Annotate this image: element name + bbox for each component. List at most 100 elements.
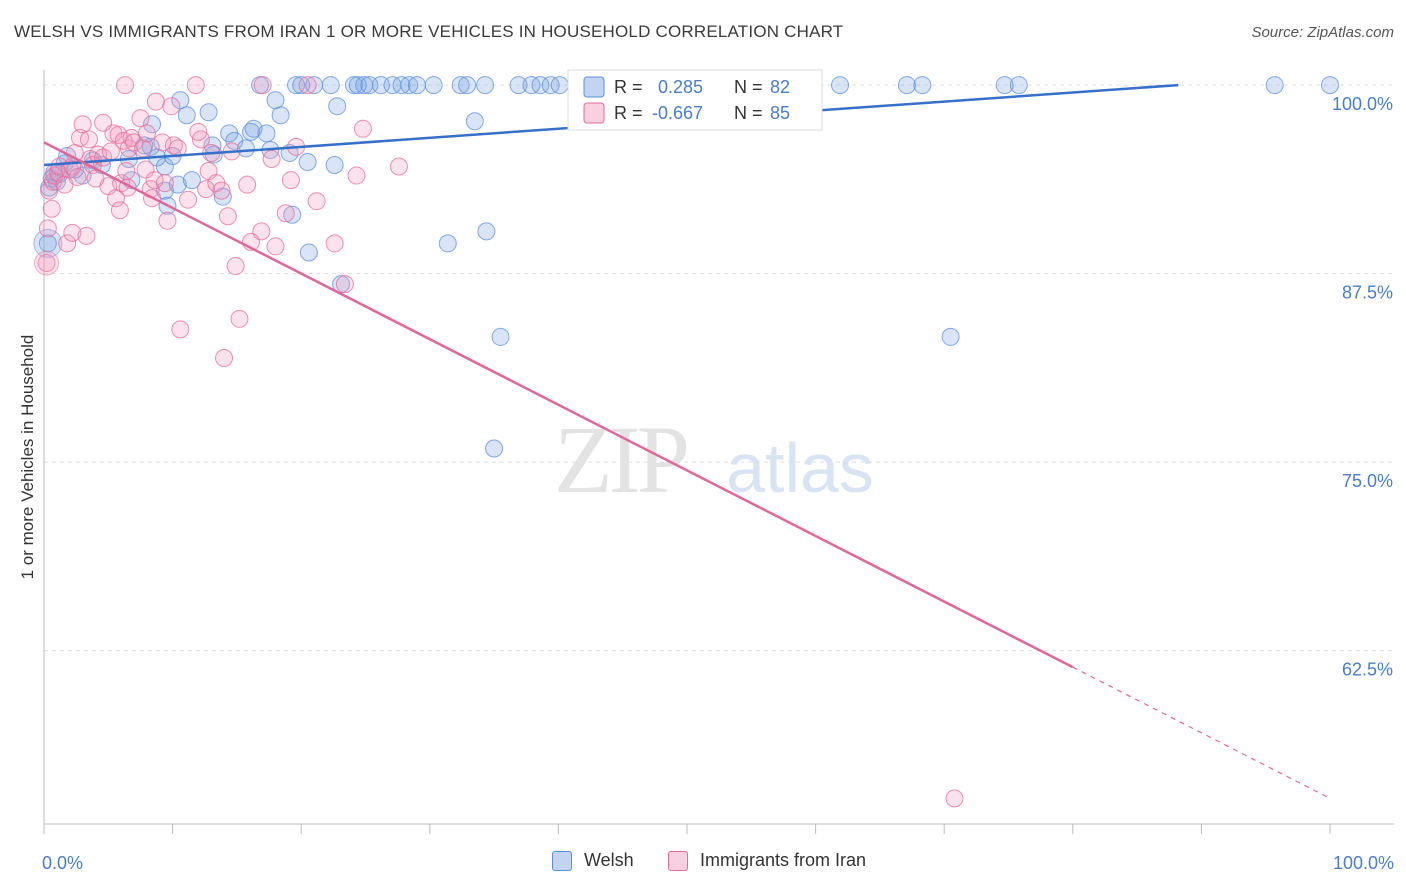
welsh-legend-swatch [583, 76, 605, 98]
welsh-r-label: R = [614, 77, 643, 97]
iran-point [212, 181, 231, 200]
iran-point [119, 139, 138, 158]
iran-point [179, 190, 198, 209]
iran-point [44, 172, 63, 191]
welsh-point [325, 156, 344, 175]
iran-point [71, 128, 90, 147]
source-label: Source: ZipAtlas.com [1251, 24, 1394, 41]
welsh-point [438, 234, 457, 253]
welsh-cluster-point [33, 228, 63, 258]
welsh-point [182, 171, 201, 190]
welsh-point [199, 103, 218, 122]
welsh-point [321, 76, 340, 95]
welsh-point [531, 76, 550, 95]
iran-point [276, 204, 295, 223]
welsh-point [458, 76, 477, 95]
iran-point [171, 320, 190, 339]
legend-item-iran[interactable]: Immigrants from Iran [668, 850, 866, 871]
welsh-point [897, 76, 916, 95]
watermark: ZIP atlas [554, 406, 874, 513]
welsh-point [168, 175, 187, 194]
welsh-point [831, 76, 850, 95]
welsh-n-value: 82 [770, 77, 790, 97]
legend-welsh-label: Welsh [584, 850, 634, 870]
iran-point [253, 76, 272, 95]
iran-trend-line [43, 141, 1074, 669]
iran-point [153, 133, 172, 152]
iran-point [77, 226, 96, 245]
iran-point [325, 234, 344, 253]
legend-item-welsh[interactable]: Welsh [552, 850, 634, 871]
iran-point [266, 237, 285, 256]
iran-point [191, 130, 210, 149]
iran-point [252, 222, 271, 241]
iran-point [125, 133, 144, 152]
welsh-point [407, 76, 426, 95]
iran-point [389, 157, 408, 176]
iran-point [38, 219, 57, 238]
welsh-point [392, 76, 411, 95]
iran-point [86, 169, 105, 188]
iran-point [137, 124, 156, 143]
welsh-point [143, 115, 162, 134]
watermark-atlas: atlas [726, 429, 874, 507]
welsh-swatch-icon [552, 850, 572, 871]
iran-point [307, 192, 326, 211]
iran-point [158, 211, 177, 230]
grid-lines [44, 84, 1394, 652]
trend-lines [43, 83, 1331, 799]
x-tick-labels: 0.0% 100.0% [42, 853, 1394, 873]
welsh-point [491, 327, 510, 346]
welsh-point [266, 91, 285, 110]
iran-point [110, 201, 129, 220]
welsh-point [451, 76, 470, 95]
stats-legend-box [567, 69, 823, 131]
iran-point [238, 175, 257, 194]
iran-swatch-icon [668, 850, 688, 871]
iran-point [131, 109, 150, 128]
welsh-point [485, 439, 504, 458]
iran-trend-line-extension [1072, 666, 1331, 799]
x-tick-label-0: 0.0% [42, 853, 83, 873]
welsh-point [913, 76, 932, 95]
iran-point [80, 130, 99, 149]
y-tick-label-0: 62.5% [1342, 660, 1393, 680]
welsh-point [477, 222, 496, 241]
welsh-point [1321, 76, 1339, 95]
welsh-point [242, 122, 261, 141]
iran-point [146, 92, 165, 111]
welsh-point [292, 76, 311, 95]
iran-point [298, 76, 317, 95]
welsh-n-label: N = [734, 77, 763, 97]
iran-point [136, 160, 155, 179]
iran-point [134, 139, 153, 158]
iran-legend-swatch [583, 102, 605, 124]
iran-r-value: -0.667 [652, 103, 703, 123]
y-tick-label-3: 100.0% [1332, 94, 1393, 114]
iran-point [117, 162, 136, 181]
welsh-r-value: 0.285 [658, 77, 703, 97]
x-tick-label-1: 100.0% [1333, 853, 1394, 873]
iran-point [162, 97, 181, 116]
axes [43, 70, 1394, 834]
iran-point [186, 76, 205, 95]
iran-cluster-point [34, 250, 60, 276]
iran-point [197, 180, 216, 199]
bottom-legend: Welsh Immigrants from Iran [0, 850, 1406, 878]
iran-point [155, 174, 174, 193]
welsh-point [941, 327, 960, 346]
welsh-point [550, 76, 569, 95]
welsh-point [1009, 76, 1028, 95]
welsh-point [509, 76, 528, 95]
welsh-point [236, 139, 255, 158]
y-tick-label-2: 87.5% [1342, 283, 1393, 303]
welsh-point [141, 137, 160, 156]
iran-point [189, 122, 208, 141]
iran-point [37, 254, 56, 273]
iran-r-label: R = [614, 103, 643, 123]
iran-point [50, 157, 69, 176]
stats-legend: R = 0.285 N = 82 R = -0.667 N = 85 [567, 69, 823, 131]
welsh-point [257, 124, 276, 143]
iran-point [68, 168, 87, 187]
legend-iran-label: Immigrants from Iran [700, 850, 867, 870]
